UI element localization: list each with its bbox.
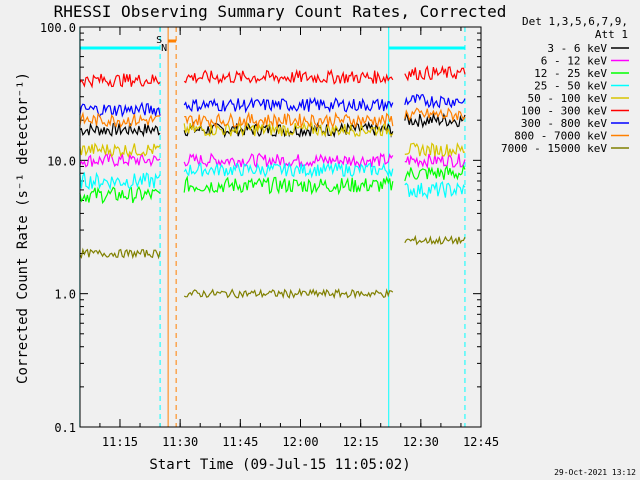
- series-line: [183, 175, 394, 196]
- legend-entry-label: 7000 - 15000 keV: [501, 142, 607, 155]
- series-line: [79, 185, 161, 205]
- series-line: [183, 152, 394, 169]
- series-line: [183, 287, 394, 300]
- legend-header-line-2: Att 1: [595, 28, 628, 41]
- legend-entry-label: 3 - 6 keV: [547, 42, 607, 55]
- legend-header-line-1: Det 1,3,5,6,7,9,: [522, 15, 628, 28]
- y-tick-label: 1.0: [54, 288, 76, 302]
- legend-entry-label: 100 - 300 keV: [521, 105, 607, 118]
- series-line: [404, 142, 466, 157]
- series-7000-15000keV: [79, 234, 466, 300]
- series-line: [79, 101, 161, 118]
- x-axis-label: Start Time (09-Jul-15 11:05:02): [149, 457, 410, 473]
- series-25-50keV: [79, 162, 466, 200]
- flag-label: S: [156, 35, 162, 46]
- x-tick-label: 11:30: [162, 435, 198, 449]
- x-tick-label: 11:15: [102, 435, 138, 449]
- series-line: [79, 247, 161, 260]
- chart-title: RHESSI Observing Summary Count Rates, Co…: [54, 2, 507, 21]
- series-800-7000keV: [79, 107, 466, 130]
- legend-entry-label: 300 - 800 keV: [521, 117, 607, 130]
- y-axis-label: Corrected Count Rate (s⁻¹ detector⁻¹): [15, 72, 31, 384]
- flag-label: N: [161, 43, 167, 54]
- x-tick-label: 12:15: [343, 435, 379, 449]
- series-line: [79, 73, 161, 89]
- series-line: [183, 68, 394, 85]
- series-line: [79, 122, 161, 138]
- series-line: [183, 121, 394, 138]
- series-line: [404, 164, 466, 182]
- series-line: [404, 107, 466, 123]
- series-line: [404, 64, 466, 82]
- render-timestamp: 29-Oct-2021 13:12: [554, 468, 636, 477]
- legend-entry-label: 25 - 50 keV: [534, 80, 607, 93]
- series-line: [183, 162, 394, 179]
- series-line: [79, 111, 161, 129]
- series-50-100keV: [79, 121, 466, 158]
- x-tick-label: 12:00: [282, 435, 318, 449]
- plot-area: 0.1 1.0 10.0 100.0 11:15 11:30 11:45 12:00 12:15…: [40, 21, 499, 449]
- legend-entry-label: 50 - 100 keV: [528, 92, 608, 105]
- series-line: [184, 111, 394, 130]
- series-line: [404, 93, 466, 110]
- series-line: [404, 181, 466, 200]
- x-tick-label: 12:45: [463, 435, 499, 449]
- series-line: [404, 234, 466, 246]
- series-100-300keV: [79, 64, 466, 89]
- y-tick-label: 10.0: [47, 154, 76, 168]
- plot-frame: [79, 26, 482, 428]
- y-tick-label: 100.0: [40, 21, 76, 35]
- series-300-800keV: [79, 93, 466, 118]
- y-tick-label: 0.1: [54, 421, 76, 435]
- legend-entry-label: 6 - 12 keV: [541, 55, 608, 68]
- x-tick-label: 12:30: [403, 435, 439, 449]
- series-line: [183, 96, 394, 114]
- series-line: [79, 171, 161, 191]
- legend-entry-label: 12 - 25 keV: [534, 67, 607, 80]
- series-line: [79, 142, 161, 158]
- series-line: [404, 111, 466, 129]
- series-line: [79, 152, 161, 168]
- series-12-25keV: [79, 164, 466, 205]
- x-tick-label: 11:45: [222, 435, 258, 449]
- series-6-12keV: [79, 152, 466, 170]
- legend-entry-label: 800 - 7000 keV: [514, 130, 607, 143]
